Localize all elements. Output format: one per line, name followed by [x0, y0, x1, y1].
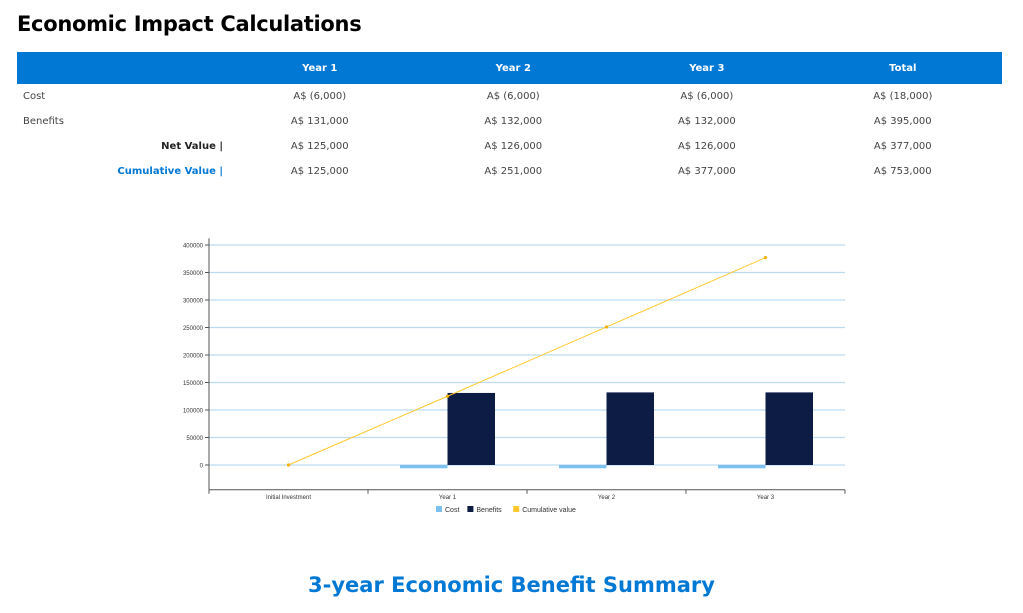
legend-label: Cumulative value	[522, 507, 576, 514]
cell: A$ (18,000)	[873, 91, 933, 102]
bar-benefits	[606, 392, 654, 465]
summary-title: 3-year Economic Benefit Summary	[308, 573, 715, 597]
cell: A$ 395,000	[873, 116, 932, 127]
cell: A$ 753,000	[873, 166, 932, 177]
point-cumulative-value	[763, 256, 768, 260]
y-tick-label: 300000	[183, 299, 204, 305]
y-tick-label: 50000	[186, 436, 203, 442]
column-header-total: Total	[803, 52, 1002, 84]
legend-swatch-cost	[436, 506, 442, 512]
row-label: Cumulative Value |	[117, 166, 223, 177]
cell: A$ 125,000	[290, 141, 349, 152]
cell: A$ 131,000	[290, 116, 349, 127]
point-cumulative-value	[604, 325, 609, 329]
legend-swatch-benefits	[467, 506, 474, 512]
bar-cost	[559, 465, 607, 469]
x-tick-label: Year 3	[757, 495, 775, 501]
y-tick-label: 150000	[183, 381, 204, 387]
economic-benefit-chart: 0 50000 100000 150000 200000 250000 300000 3500…	[183, 238, 846, 514]
cell: A$ 251,000	[484, 166, 543, 177]
cell: A$ 132,000	[484, 116, 543, 127]
table-row-benefits: Benefits A$ 131,000 A$ 132,000 A$ 132,00…	[17, 109, 1002, 134]
y-tick-label: 0	[200, 464, 204, 470]
x-tick-label: Year 1	[439, 495, 457, 501]
bar-cost	[718, 465, 766, 469]
page-title: Economic Impact Calculations	[17, 12, 362, 36]
table-row-cost: Cost A$ (6,000) A$ (6,000) A$ (6,000) A$…	[17, 84, 1002, 109]
y-tick-label: 250000	[183, 326, 204, 332]
x-tick-label: Year 2	[598, 495, 616, 501]
y-tick-label: 400000	[183, 244, 204, 250]
cell: A$ 132,000	[677, 116, 736, 127]
y-tick-label: 100000	[183, 409, 204, 415]
column-header-year-2: Year 2	[416, 52, 611, 84]
column-header-label	[17, 52, 223, 84]
table-header-row: Year 1 Year 2 Year 3 Total	[17, 52, 1002, 84]
row-label: Cost	[23, 91, 46, 102]
cell: A$ 377,000	[677, 166, 736, 177]
legend-label: Benefits	[476, 507, 502, 514]
cell: A$ 377,000	[873, 141, 932, 152]
bar-benefits	[765, 392, 813, 465]
cell: A$ 125,000	[290, 166, 349, 177]
legend-label: Cost	[445, 507, 459, 514]
column-header-year-1: Year 1	[223, 52, 417, 84]
column-header-year-3: Year 3	[610, 52, 804, 84]
x-tick-label: Initial Investment	[266, 495, 311, 501]
bar-cost	[400, 465, 448, 469]
point-cumulative-value	[445, 394, 450, 398]
cell: A$ (6,000)	[486, 91, 540, 102]
row-label: Benefits	[23, 116, 64, 127]
table-row-cumulative-value: Cumulative Value | A$ 125,000 A$ 251,000…	[17, 159, 1002, 184]
bar-benefits	[447, 392, 495, 465]
cell: A$ (6,000)	[680, 91, 734, 102]
table-row-net-value: Net Value | A$ 125,000 A$ 126,000 A$ 126…	[17, 134, 1002, 159]
row-label: Net Value |	[161, 141, 223, 152]
cell: A$ 126,000	[484, 141, 543, 152]
y-tick-label: 200000	[183, 354, 204, 360]
cell: A$ (6,000)	[293, 91, 347, 102]
point-cumulative-value	[286, 463, 291, 467]
legend-swatch-cumulative-value	[513, 506, 520, 512]
economic-impact-table: Year 1 Year 2 Year 3 Total Cost A$ (6,00…	[17, 52, 1002, 184]
line-cumulative-value	[288, 257, 766, 466]
cell: A$ 126,000	[677, 141, 736, 152]
y-tick-label: 350000	[183, 271, 204, 277]
